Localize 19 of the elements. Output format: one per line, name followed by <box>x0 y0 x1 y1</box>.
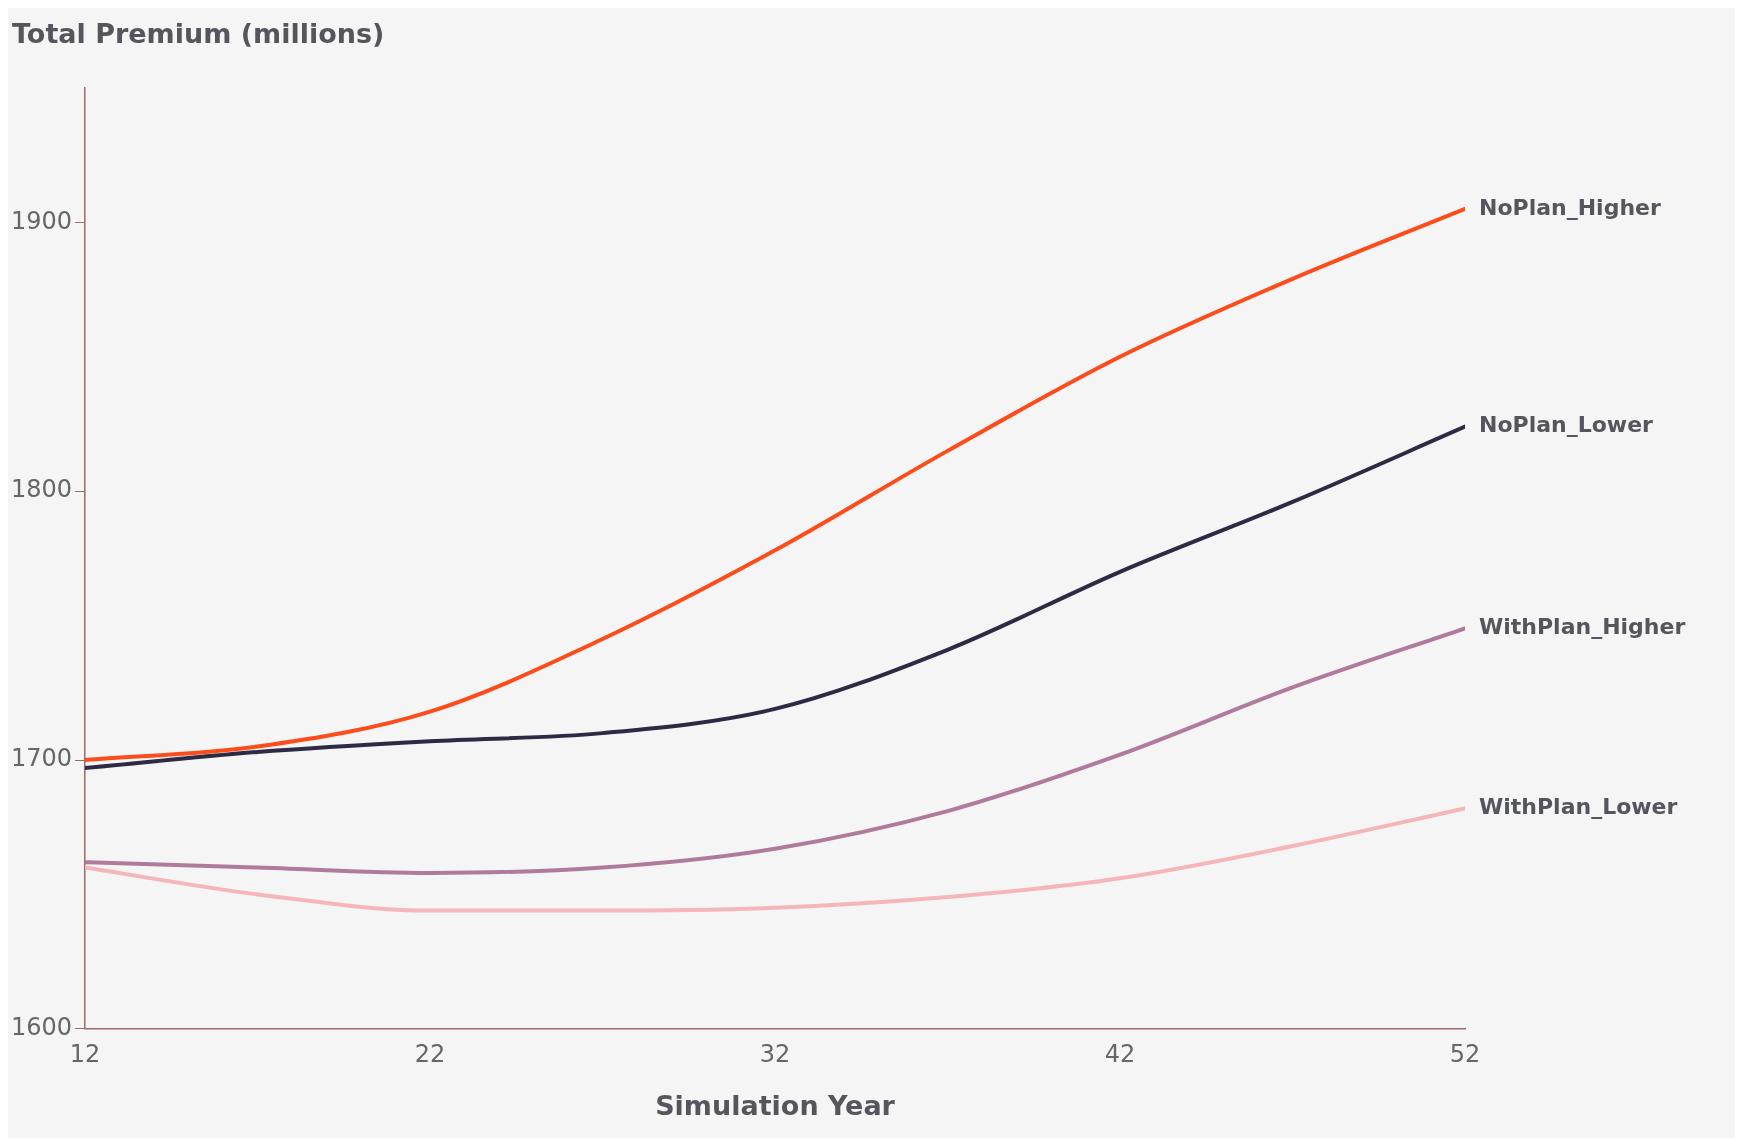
x-tick-label: 52 <box>1449 1040 1481 1069</box>
y-tick-label: 1700 <box>11 744 73 773</box>
line-series <box>85 806 1465 913</box>
line-series <box>85 424 1465 771</box>
series-label: NoPlan_Higher <box>1479 194 1661 220</box>
x-tick-label: 22 <box>414 1040 446 1069</box>
y-tick-label: 1800 <box>11 475 73 504</box>
line-series <box>85 626 1465 875</box>
series-label: WithPlan_Higher <box>1479 614 1686 640</box>
y-axis-title: Total Premium (millions) <box>12 17 385 49</box>
series-label: NoPlan_Lower <box>1479 412 1654 438</box>
x-tick-label: 42 <box>1104 1040 1136 1069</box>
y-tick-label: 1600 <box>11 1013 73 1042</box>
series-label: WithPlan_Lower <box>1479 794 1678 820</box>
x-tick-label: 12 <box>69 1040 101 1069</box>
x-tick-label: 32 <box>759 1040 791 1069</box>
line-series <box>85 206 1465 762</box>
x-axis-title: Simulation Year <box>655 1089 896 1121</box>
y-tick-label: 1900 <box>11 206 73 235</box>
